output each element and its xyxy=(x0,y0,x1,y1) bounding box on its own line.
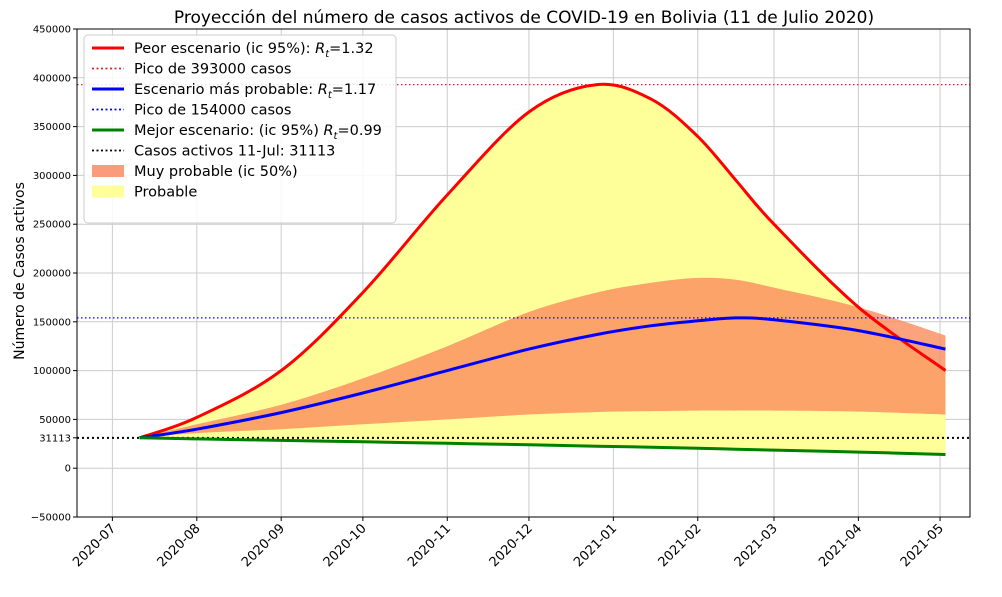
x-tick-label: 2021-04 xyxy=(816,521,865,570)
chart-title: Proyección del número de casos activos d… xyxy=(174,8,874,28)
x-tick-label: 2020-12 xyxy=(487,521,536,570)
y-tick-label: 300000 xyxy=(33,171,71,182)
legend-entry: Mejor escenario: (ic 95%) Rt=0.99 xyxy=(134,123,382,142)
x-tick-label: 2021-01 xyxy=(571,521,620,570)
series-lines xyxy=(139,82,947,456)
y-tick-label: 250000 xyxy=(33,220,71,231)
legend-swatch xyxy=(92,185,124,198)
legend-entry: Pico de 154000 casos xyxy=(134,103,291,119)
legend: Peor escenario (ic 95%): Rt=1.32 Pico de … xyxy=(83,34,397,224)
legend-entry: Escenario más probable: Rt=1.17 xyxy=(134,82,376,101)
legend-entry: Pico de 393000 casos xyxy=(134,62,291,78)
y-ticks: −50000 0 31113 50000 100000 150000 200000 25000… xyxy=(31,25,77,524)
y-tick-label: 50000 xyxy=(39,415,71,426)
y-tick-label: 200000 xyxy=(33,269,71,280)
y-tick-label: −50000 xyxy=(31,513,71,524)
y-tick-label: 0 xyxy=(65,464,71,475)
series-line-0 xyxy=(139,82,947,440)
legend-entry: Probable xyxy=(134,185,197,201)
y-tick-label: 350000 xyxy=(33,122,71,133)
y-tick-label: 150000 xyxy=(33,317,71,328)
series-line-2 xyxy=(139,436,946,456)
legend-box xyxy=(83,34,397,224)
x-tick-label: 2020-11 xyxy=(405,521,454,570)
x-tick-label: 2020-08 xyxy=(155,521,204,570)
y-tick-label: 100000 xyxy=(33,366,71,377)
legend-entry: Casos activos 11-Jul: 31113 xyxy=(134,144,335,160)
x-tick-label: 2021-03 xyxy=(732,521,781,570)
x-ticks: 2020-07 2020-08 2020-09 2020-10 2020-11 2020-… xyxy=(70,517,947,570)
legend-entry: Muy probable (ic 50%) xyxy=(134,164,298,180)
x-tick-label: 2021-02 xyxy=(656,521,705,570)
y-tick-label: 400000 xyxy=(33,73,71,84)
legend-entry: Peor escenario (ic 95%): Rt=1.32 xyxy=(134,41,374,60)
y-tick-label: 450000 xyxy=(33,25,71,36)
x-tick-label: 2020-09 xyxy=(239,521,288,570)
legend-swatch xyxy=(92,165,124,177)
y-axis-label: Número de Casos activos xyxy=(12,182,28,360)
series-line-1 xyxy=(139,316,946,440)
y-tick-label: 31113 xyxy=(39,433,71,444)
x-tick-label: 2020-07 xyxy=(70,521,119,570)
x-tick-label: 2020-10 xyxy=(321,521,370,570)
x-tick-label: 2021-05 xyxy=(898,521,947,570)
